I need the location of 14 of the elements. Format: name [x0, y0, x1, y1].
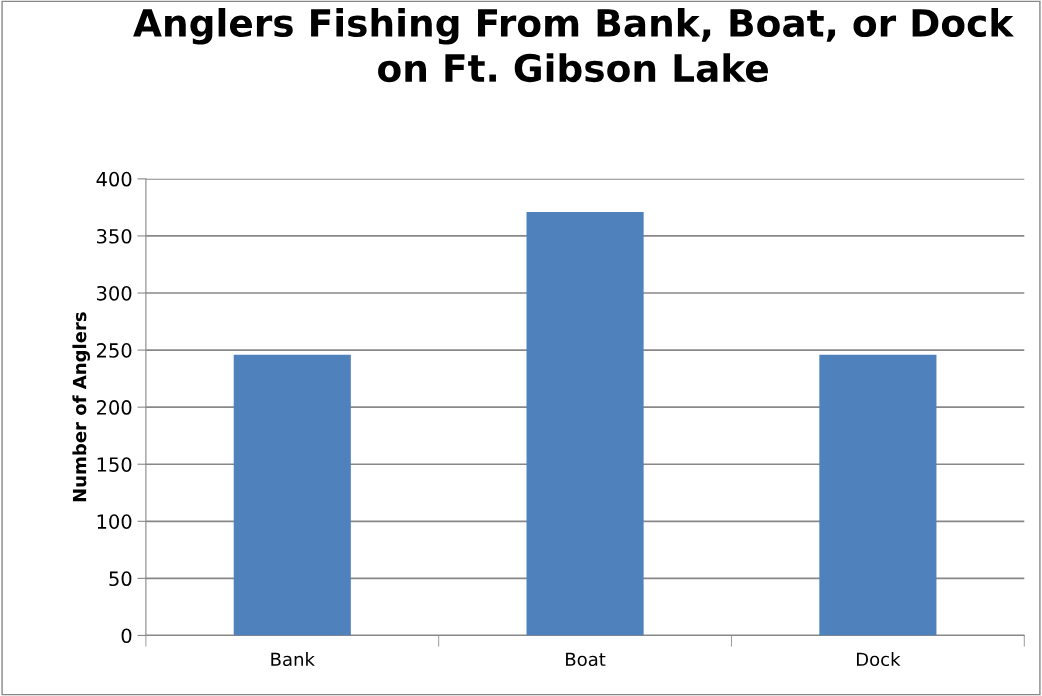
x-tick-label: Dock	[856, 652, 901, 667]
y-tick-label: 250	[97, 343, 132, 358]
y-tick-label: 350	[97, 228, 132, 244]
y-tick-label: 200	[97, 400, 132, 415]
x-tick-label: Boat	[566, 652, 606, 667]
y-tick-label: 50	[109, 571, 132, 587]
y-tick-label: 100	[97, 514, 132, 529]
y-tick-label: 0	[121, 628, 132, 644]
y-tick-label: 150	[97, 457, 132, 472]
y-tick-label: 300	[97, 285, 132, 301]
y-axis-title: Number of Anglers	[72, 312, 91, 502]
y-tick-label: 400	[96, 171, 132, 187]
x-tick-label: Bank	[271, 652, 315, 667]
chart-title: Anglers Fishing From Bank, Boat, or Dock on Ft. Gibson Lake	[133, 8, 1014, 83]
